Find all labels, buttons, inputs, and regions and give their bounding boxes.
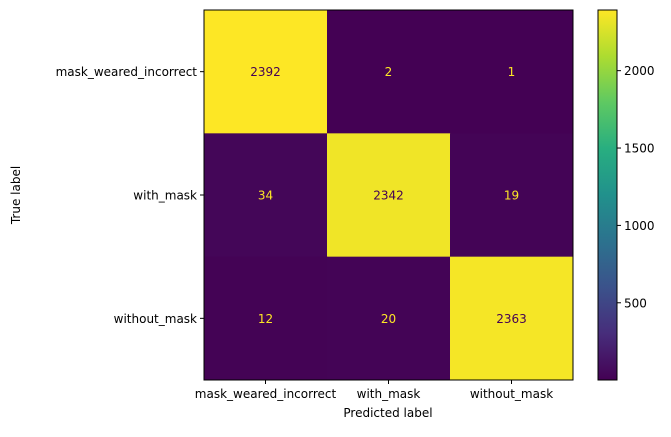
colorbar-tick-label: 1500 <box>624 142 655 156</box>
colorbar-tick-label: 1000 <box>624 219 655 233</box>
cell-value-labels: 2392 2 1 34 2342 19 12 20 2363 <box>250 65 527 326</box>
cell-value-label: 12 <box>258 312 273 326</box>
x-tick-label: with_mask <box>357 387 421 401</box>
cell-value-label: 34 <box>258 189 273 203</box>
heatmap-cell <box>204 256 328 381</box>
colorbar-tick-label: 2000 <box>624 64 655 78</box>
x-axis-ticks: mask_weared_incorrect with_mask without_ma… <box>195 380 553 401</box>
heatmap-cell <box>450 10 574 134</box>
colorbar-tick-label: 500 <box>624 296 647 310</box>
colorbar <box>597 9 618 381</box>
y-tick-label: mask_weared_incorrect <box>56 65 198 79</box>
heatmap-cell <box>204 10 328 134</box>
heatmap-cell <box>327 133 451 258</box>
cell-value-label: 2392 <box>250 65 281 79</box>
y-axis-label: True label <box>9 166 23 225</box>
y-tick-label: without_mask <box>114 312 197 326</box>
y-axis-ticks: mask_weared_incorrect with_mask without_ma… <box>56 65 204 326</box>
cell-value-label: 1 <box>508 65 516 79</box>
cell-value-label: 2 <box>385 65 393 79</box>
heatmap-cell <box>450 256 574 381</box>
cell-value-label: 2342 <box>373 189 404 203</box>
heatmap-cell <box>204 133 328 258</box>
x-axis-label: Predicted label <box>343 406 432 420</box>
x-tick-label: mask_weared_incorrect <box>195 387 337 401</box>
cell-value-label: 2363 <box>496 312 527 326</box>
y-tick-label: with_mask <box>133 189 197 203</box>
cell-value-label: 20 <box>381 312 396 326</box>
colorbar-ticks: 500 1000 1500 2000 <box>617 64 655 310</box>
heatmap-cell <box>327 10 451 134</box>
heatmap-cell <box>450 133 574 258</box>
heatmap-cells <box>204 10 574 381</box>
heatmap-cell <box>327 256 451 381</box>
x-tick-label: without_mask <box>470 387 553 401</box>
cell-value-label: 19 <box>504 189 519 203</box>
